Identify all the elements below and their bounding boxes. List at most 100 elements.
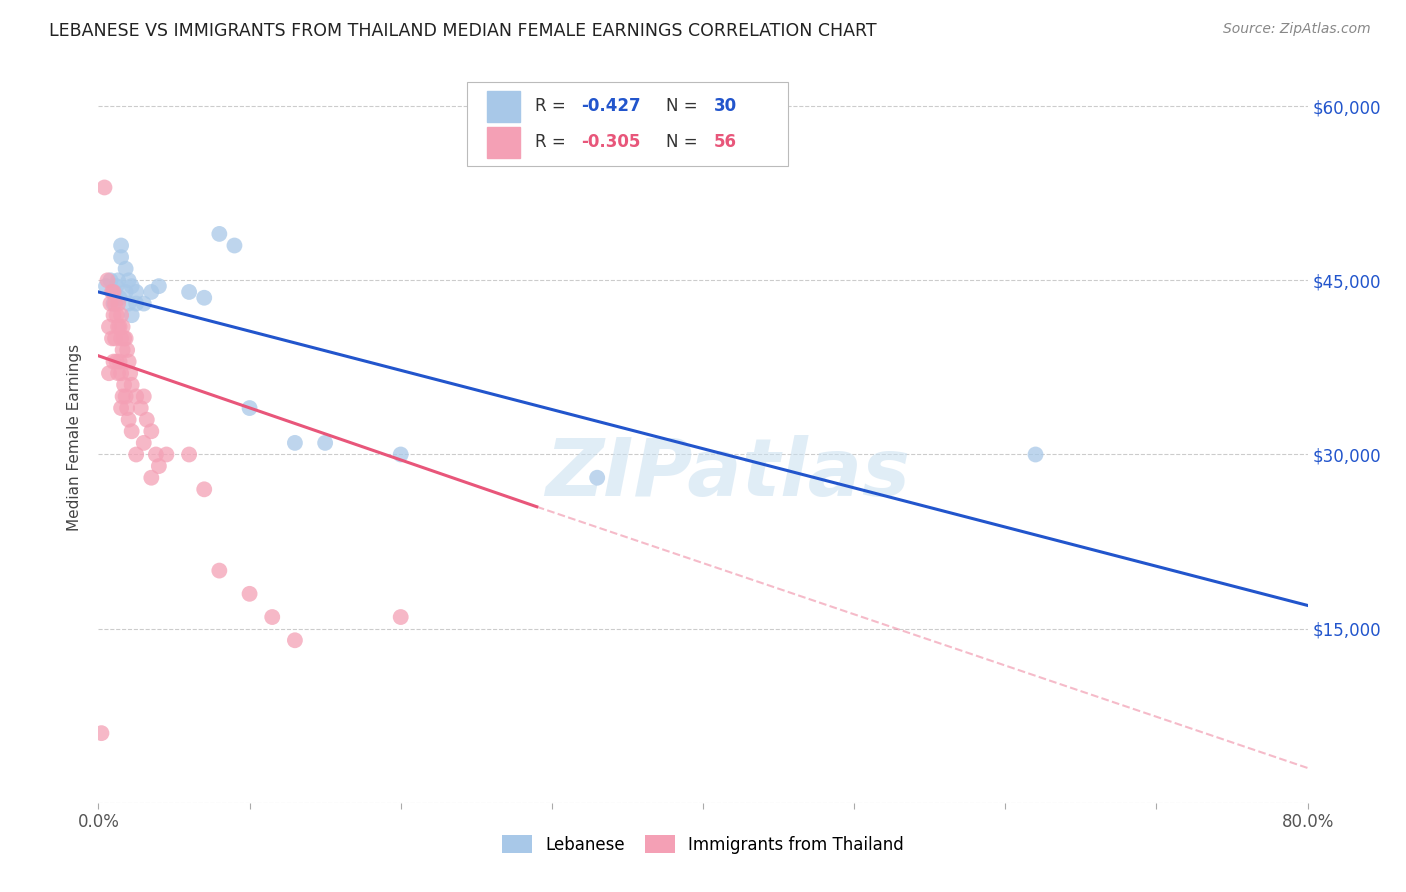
Text: Source: ZipAtlas.com: Source: ZipAtlas.com (1223, 22, 1371, 37)
Point (112, 377, 135, 392)
Text: 56: 56 (714, 133, 737, 152)
Point (155, 448, 177, 462)
Point (107, 366, 129, 380)
Point (193, 483, 215, 497)
Point (114, 285, 136, 299)
Point (110, 366, 132, 380)
Point (148, 459, 170, 474)
Point (208, 564, 231, 578)
Point (389, 610, 412, 624)
Point (284, 633, 307, 648)
Bar (486, 91, 520, 122)
Point (93, 180, 115, 194)
Point (103, 308, 125, 322)
Point (135, 412, 157, 426)
Point (118, 296, 141, 310)
Point (112, 331, 135, 345)
Point (120, 366, 142, 380)
Y-axis label: Median Female Earnings: Median Female Earnings (67, 343, 83, 531)
Text: R =: R = (534, 97, 571, 115)
Point (114, 389, 136, 403)
Text: ZIPatlas: ZIPatlas (544, 434, 910, 513)
Text: LEBANESE VS IMMIGRANTS FROM THAILAND MEDIAN FEMALE EARNINGS CORRELATION CHART: LEBANESE VS IMMIGRANTS FROM THAILAND MED… (49, 22, 877, 40)
Point (118, 273, 141, 287)
Point (108, 291, 131, 305)
Point (96, 273, 118, 287)
Point (129, 401, 152, 415)
Point (141, 424, 163, 438)
Point (125, 285, 148, 299)
Point (103, 285, 125, 299)
Legend: Lebanese, Immigrants from Thailand: Lebanese, Immigrants from Thailand (495, 829, 911, 860)
Point (284, 436, 307, 450)
Point (586, 471, 609, 485)
Point (110, 308, 132, 322)
Point (114, 331, 136, 345)
Point (141, 471, 163, 485)
Point (108, 354, 131, 368)
Point (125, 389, 148, 403)
Point (105, 279, 128, 293)
Point (145, 448, 167, 462)
Point (111, 319, 134, 334)
Point (104, 331, 127, 345)
Point (224, 238, 246, 252)
Point (110, 238, 132, 252)
FancyBboxPatch shape (467, 82, 787, 167)
Point (90, 726, 112, 740)
Point (121, 279, 143, 293)
Point (107, 273, 129, 287)
Point (114, 261, 136, 276)
Point (239, 401, 262, 415)
Point (98, 366, 121, 380)
Point (110, 250, 132, 264)
Point (105, 354, 128, 368)
Point (110, 401, 132, 415)
Point (98, 319, 121, 334)
Point (1024, 448, 1046, 462)
Point (179, 448, 201, 462)
Point (179, 285, 201, 299)
Point (111, 343, 134, 357)
Point (105, 308, 128, 322)
Point (121, 377, 143, 392)
Point (103, 296, 125, 310)
Point (108, 319, 131, 334)
Point (115, 343, 138, 357)
Point (103, 354, 125, 368)
Text: R =: R = (534, 133, 571, 152)
Point (262, 610, 284, 624)
Point (107, 319, 129, 334)
Point (208, 227, 231, 241)
Point (100, 273, 122, 287)
Text: 30: 30 (714, 97, 737, 115)
Point (148, 279, 170, 293)
Point (132, 389, 155, 403)
Point (115, 401, 138, 415)
Point (94, 279, 117, 293)
Bar (486, 127, 520, 158)
Point (125, 296, 148, 310)
Point (100, 296, 122, 310)
Point (110, 331, 132, 345)
Point (111, 389, 134, 403)
Text: -0.305: -0.305 (581, 133, 640, 152)
Point (141, 285, 163, 299)
Point (101, 285, 124, 299)
Point (118, 354, 141, 368)
Point (103, 285, 125, 299)
Text: N =: N = (665, 97, 703, 115)
Point (107, 296, 129, 310)
Point (104, 296, 127, 310)
Point (314, 436, 336, 450)
Point (193, 291, 215, 305)
Point (132, 436, 155, 450)
Point (389, 448, 412, 462)
Point (239, 587, 262, 601)
Point (125, 448, 148, 462)
Point (121, 308, 143, 322)
Point (101, 331, 124, 345)
Point (118, 412, 141, 426)
Point (121, 424, 143, 438)
Text: -0.427: -0.427 (581, 97, 641, 115)
